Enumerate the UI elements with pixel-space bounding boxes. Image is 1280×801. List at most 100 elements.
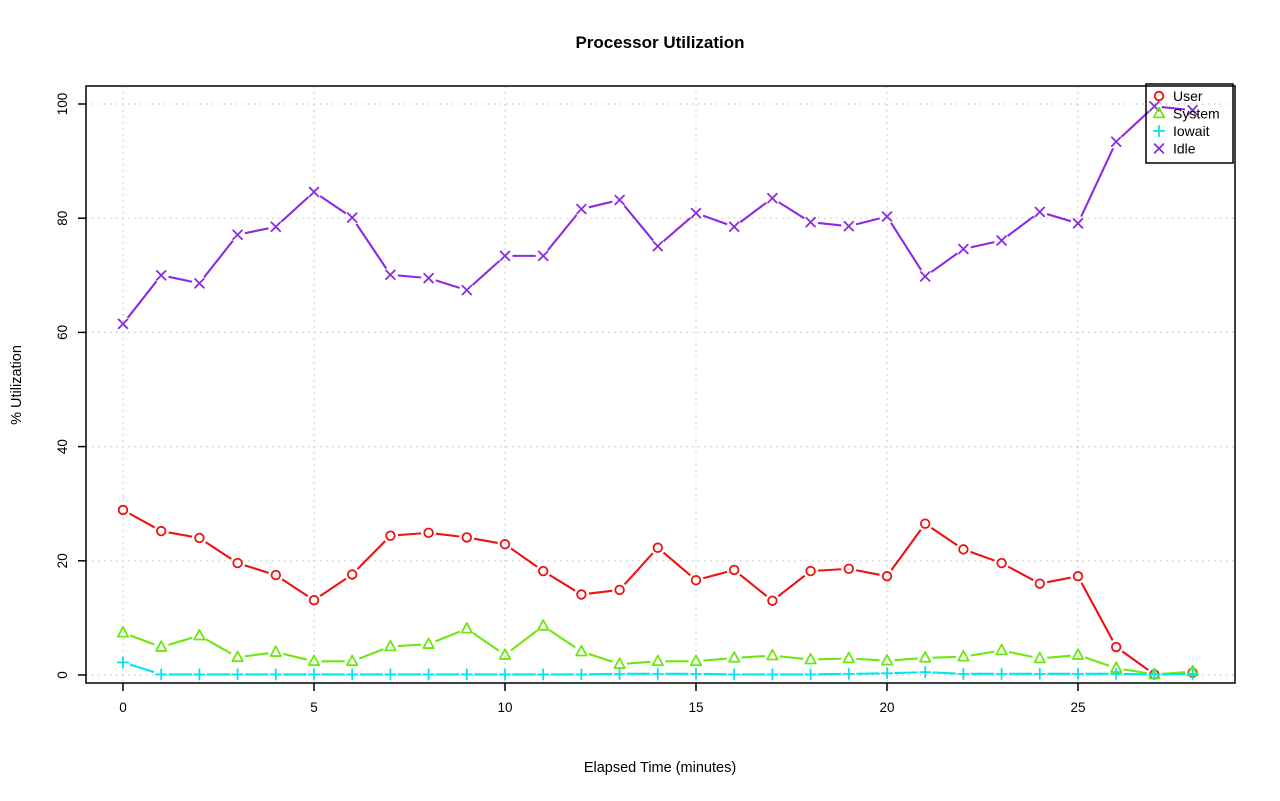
series-segment [588,652,613,663]
circle-marker-user [1072,571,1084,582]
series-segment [623,552,654,586]
x-marker-idle [767,192,778,204]
legend-label: Idle [1173,141,1196,157]
plus-marker-iowait [689,667,703,680]
series-segment [168,531,193,538]
series-segment [205,638,232,655]
axes-ticks: 0 5 10 15 20 25 0 20 40 60 80 100 [55,93,1086,715]
series-segment [510,547,538,568]
series-segment [397,274,422,279]
gridlines [86,86,1235,683]
series-segment [970,550,995,562]
plus-marker-iowait [804,668,817,681]
series-segment [778,201,805,220]
circle-marker-user [308,594,320,606]
legend-item-idle: Idle [1153,141,1196,157]
y-tick-label: 20 [55,553,70,568]
series-segment [1046,213,1072,223]
series-segment [1121,650,1149,671]
x-tick-label: 10 [497,700,512,715]
x-tick-label: 25 [1070,700,1085,715]
plus-marker-iowait [1110,667,1123,680]
triangle-marker-system [460,622,473,634]
plot-border [85,85,1236,684]
plus-marker-iowait [575,668,588,681]
circle-marker-user [881,571,893,582]
series-segment [168,275,193,283]
plus-marker-iowait [728,668,741,681]
plus-marker-iowait [842,667,855,680]
triangle-marker-system [880,654,894,666]
series-segment [355,223,388,270]
legend-item-user: User [1153,88,1203,104]
x-marker-idle [537,250,549,262]
series-segment [930,252,958,273]
plus-marker-iowait [880,667,894,680]
series-segment [397,532,422,537]
x-tick-label: 0 [119,700,127,715]
x-marker-idle [270,221,282,233]
series-segment [588,589,613,595]
series-segment [244,227,269,235]
x-marker-idle [461,284,473,296]
triangle-marker-system [1033,651,1046,664]
triangle-marker-system [613,657,626,669]
circle-marker-user [347,569,358,580]
plus-marker-iowait [269,668,282,681]
series-segment [129,663,155,674]
circle-marker-user [652,542,664,553]
triangle-marker-system [384,639,397,652]
series-segment [1080,582,1114,641]
series-segment [856,657,880,662]
triangle-marker-system [193,628,206,641]
triangle-marker-system [231,650,244,663]
circle-marker-user [576,589,587,600]
series-segment [662,217,692,243]
circle-marker-user [461,532,473,543]
y-tick-label: 80 [55,211,70,226]
series-segment [1007,565,1034,582]
x-tick-label: 20 [879,700,894,715]
circle-marker-user [117,504,129,516]
triangle-marker-system [957,650,970,662]
series-segment [1161,106,1186,111]
series-segment [435,532,460,538]
plus-marker-iowait [1033,667,1046,680]
series-segment [168,636,193,646]
x-marker-idle [1072,218,1084,229]
triangle-marker-system [537,619,550,631]
legend-item-iowait: Iowait [1152,123,1210,139]
x-tick-label: 15 [688,700,703,715]
series-segment [205,541,232,560]
series-segment [702,570,728,580]
x-marker-idle [499,250,511,262]
x-marker-idle [385,269,396,281]
triangle-marker-system [842,651,855,664]
x-marker-idle [194,277,205,289]
series-segment [203,240,234,279]
triangle-marker-system [995,643,1008,656]
circle-marker-user [920,518,931,529]
series-segment [894,657,918,662]
series-segment [397,643,422,648]
circle-marker-user [614,584,625,596]
x-legend-icon [1153,143,1165,154]
legend-label: User [1173,88,1203,104]
series-segment [662,551,691,577]
circle-marker-user [232,557,243,569]
x-tick-label: 5 [310,700,318,715]
circle-marker-user [805,565,816,577]
series-segment [244,652,269,658]
series-segment [1046,576,1071,584]
series-segment [894,671,918,675]
triangle-marker-system [498,648,512,660]
x-marker-idle [117,318,129,330]
data-series [116,100,1199,681]
legend-label: System [1173,106,1220,122]
triangle-marker-system [804,652,817,665]
circle-marker-user [1034,578,1046,589]
plus-marker-iowait [957,667,970,680]
